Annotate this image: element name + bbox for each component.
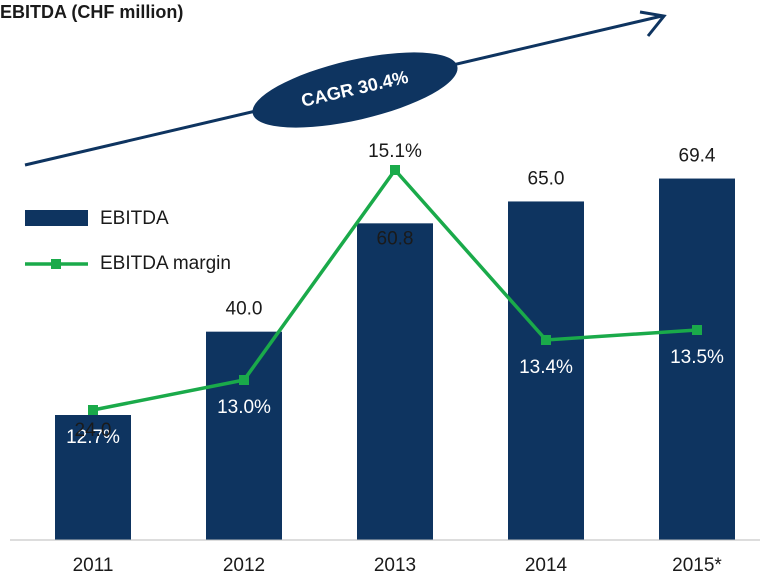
margin-marker	[88, 405, 98, 415]
margin-marker	[692, 325, 702, 335]
bar	[508, 201, 584, 541]
chart-title: EBITDA (CHF million)	[0, 2, 183, 22]
x-tick-label: 2013	[374, 555, 416, 576]
bar	[55, 415, 131, 540]
bar-label: 60.8	[377, 228, 414, 249]
bar-label: 24.0	[75, 420, 112, 441]
margin-label: 13.0%	[217, 397, 271, 418]
legend-swatch	[25, 210, 88, 226]
x-tick-label: 2014	[525, 555, 568, 576]
bar-label: 40.0	[226, 299, 263, 320]
x-tick-label: 2011	[73, 555, 114, 576]
margin-label: 12.7%	[66, 427, 120, 448]
bar-label: 69.4	[679, 146, 716, 167]
margin-marker	[239, 375, 249, 385]
bar	[659, 178, 735, 540]
margin-marker	[390, 165, 400, 175]
bar	[357, 223, 433, 541]
legend-marker	[51, 259, 61, 269]
legend-label: EBITDA margin	[100, 253, 231, 274]
x-tick-label: 2015*	[672, 555, 722, 576]
margin-label: 13.5%	[670, 347, 724, 368]
margin-label: 15.1%	[368, 141, 422, 162]
margin-label: 13.4%	[519, 357, 573, 378]
bar	[206, 331, 282, 540]
bar-label: 65.0	[528, 168, 565, 189]
margin-marker	[541, 335, 551, 345]
x-tick-label: 2012	[223, 555, 265, 576]
cagr-arrow	[24, 10, 667, 167]
legend-label: EBITDA	[100, 208, 169, 229]
